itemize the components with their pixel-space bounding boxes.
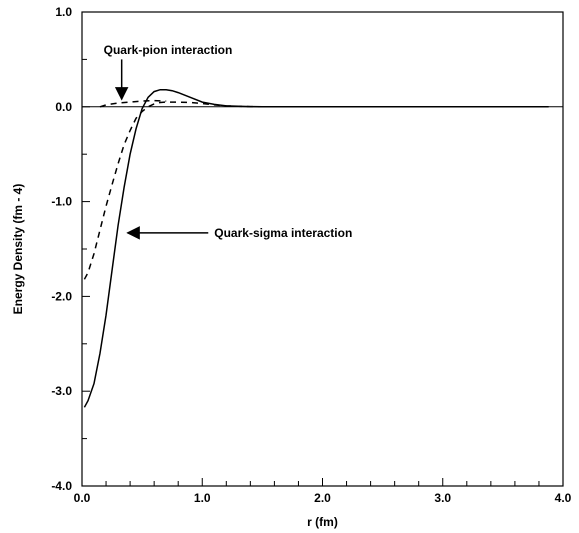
series-line-1 (83, 88, 549, 408)
y-axis-title: Energy Density (fm - 4) (11, 184, 25, 315)
annotation-label-2: Quark-sigma interaction (214, 226, 352, 240)
ticks: 0.0 1.0 2.0 3.0 4.0 1.0 0.0 -1.0 -2.0 -3.0 -4.0 (51, 5, 571, 505)
y-tick-label: -3.0 (51, 384, 72, 398)
y-tick-label: -1.0 (51, 195, 72, 209)
series-line-3 (99, 99, 167, 108)
annotation-label-1: Quark-pion interaction (104, 43, 233, 57)
y-tick-label: 0.0 (55, 100, 72, 114)
x-tick-label: 4.0 (555, 491, 572, 505)
plot-frame (81, 11, 564, 487)
series-line-2 (83, 101, 549, 280)
y-tick-label: 1.0 (55, 5, 72, 19)
x-tick-label: 3.0 (434, 491, 451, 505)
series-layer (83, 88, 549, 408)
annotations: Quark-pion interaction Quark-sigma intera… (104, 43, 353, 240)
y-tick-label: -2.0 (51, 289, 72, 303)
x-axis-title: r (fm) (307, 515, 338, 529)
x-tick-label: 2.0 (314, 491, 331, 505)
x-tick-label: 1.0 (194, 491, 211, 505)
x-tick-label: 0.0 (74, 491, 91, 505)
y-tick-label: -4.0 (51, 479, 72, 493)
axes (81, 11, 564, 487)
